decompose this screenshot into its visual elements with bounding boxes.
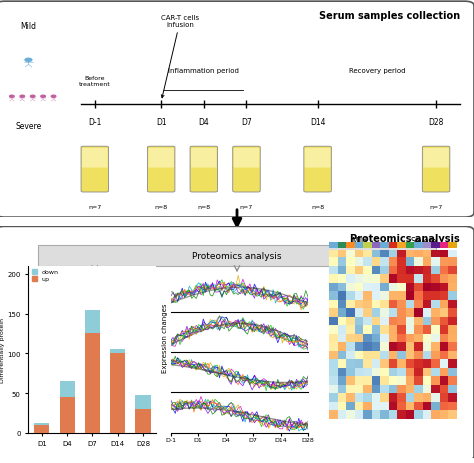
Text: Proteomics analysis: Proteomics analysis: [350, 234, 460, 244]
Bar: [110, 354, 125, 433]
Text: Mild: Mild: [20, 22, 36, 31]
FancyBboxPatch shape: [422, 147, 450, 193]
FancyBboxPatch shape: [38, 245, 436, 266]
Text: D1: D1: [156, 118, 166, 126]
FancyBboxPatch shape: [305, 149, 330, 168]
FancyBboxPatch shape: [191, 149, 217, 168]
Text: CAR-T cells
infusion: CAR-T cells infusion: [161, 15, 199, 99]
Bar: [34, 425, 49, 433]
Text: n=7: n=7: [240, 205, 253, 210]
Circle shape: [41, 96, 46, 98]
Text: D-1: D-1: [88, 118, 101, 126]
Text: D4: D4: [199, 118, 209, 126]
Bar: [34, 423, 49, 425]
Bar: [60, 382, 75, 397]
Circle shape: [9, 96, 14, 98]
FancyBboxPatch shape: [190, 147, 218, 193]
Text: Proteomics analysis: Proteomics analysis: [192, 251, 282, 260]
Text: Serum samples collection: Serum samples collection: [319, 11, 460, 21]
Text: Severe: Severe: [15, 122, 42, 131]
Circle shape: [25, 59, 32, 63]
FancyBboxPatch shape: [81, 147, 109, 193]
Text: Inflammation period: Inflammation period: [168, 68, 239, 74]
Text: n=7: n=7: [429, 205, 443, 210]
Bar: [85, 334, 100, 433]
FancyBboxPatch shape: [233, 147, 260, 193]
Text: D28: D28: [428, 118, 444, 126]
FancyBboxPatch shape: [0, 227, 474, 461]
FancyBboxPatch shape: [423, 149, 449, 168]
FancyBboxPatch shape: [304, 147, 331, 193]
Text: n=8: n=8: [311, 205, 324, 210]
Y-axis label: Differentially protein: Differentially protein: [0, 317, 5, 382]
Text: n=7: n=7: [88, 205, 101, 210]
FancyBboxPatch shape: [234, 149, 259, 168]
Text: Severe VS Mild: Severe VS Mild: [360, 278, 417, 287]
Circle shape: [51, 96, 56, 98]
Text: Recovery period: Recovery period: [348, 68, 405, 74]
Text: n=8: n=8: [155, 205, 168, 210]
FancyBboxPatch shape: [147, 147, 175, 193]
Text: D14: D14: [310, 118, 325, 126]
Bar: [85, 310, 100, 334]
Legend: down, up: down, up: [32, 269, 59, 282]
Circle shape: [20, 96, 25, 98]
Text: Time-Series Analysis: Time-Series Analysis: [198, 278, 276, 287]
Circle shape: [30, 96, 35, 98]
Bar: [110, 350, 125, 354]
Text: D7: D7: [241, 118, 252, 126]
Bar: [136, 395, 151, 409]
Text: Before
treatment: Before treatment: [79, 76, 110, 87]
Text: After treatment VS D-1: After treatment VS D-1: [51, 278, 139, 287]
Text: n=8: n=8: [197, 205, 210, 210]
Bar: [136, 409, 151, 433]
FancyBboxPatch shape: [0, 2, 474, 218]
Bar: [60, 397, 75, 433]
FancyBboxPatch shape: [148, 149, 174, 168]
Text: Expression changes: Expression changes: [162, 303, 168, 373]
FancyBboxPatch shape: [82, 149, 108, 168]
